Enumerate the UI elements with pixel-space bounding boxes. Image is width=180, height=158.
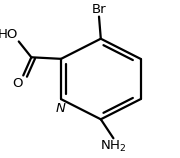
Text: NH$_2$: NH$_2$	[100, 139, 127, 154]
Text: N: N	[56, 102, 66, 115]
Text: O: O	[12, 77, 22, 90]
Text: HO: HO	[0, 28, 18, 41]
Text: Br: Br	[92, 3, 106, 16]
